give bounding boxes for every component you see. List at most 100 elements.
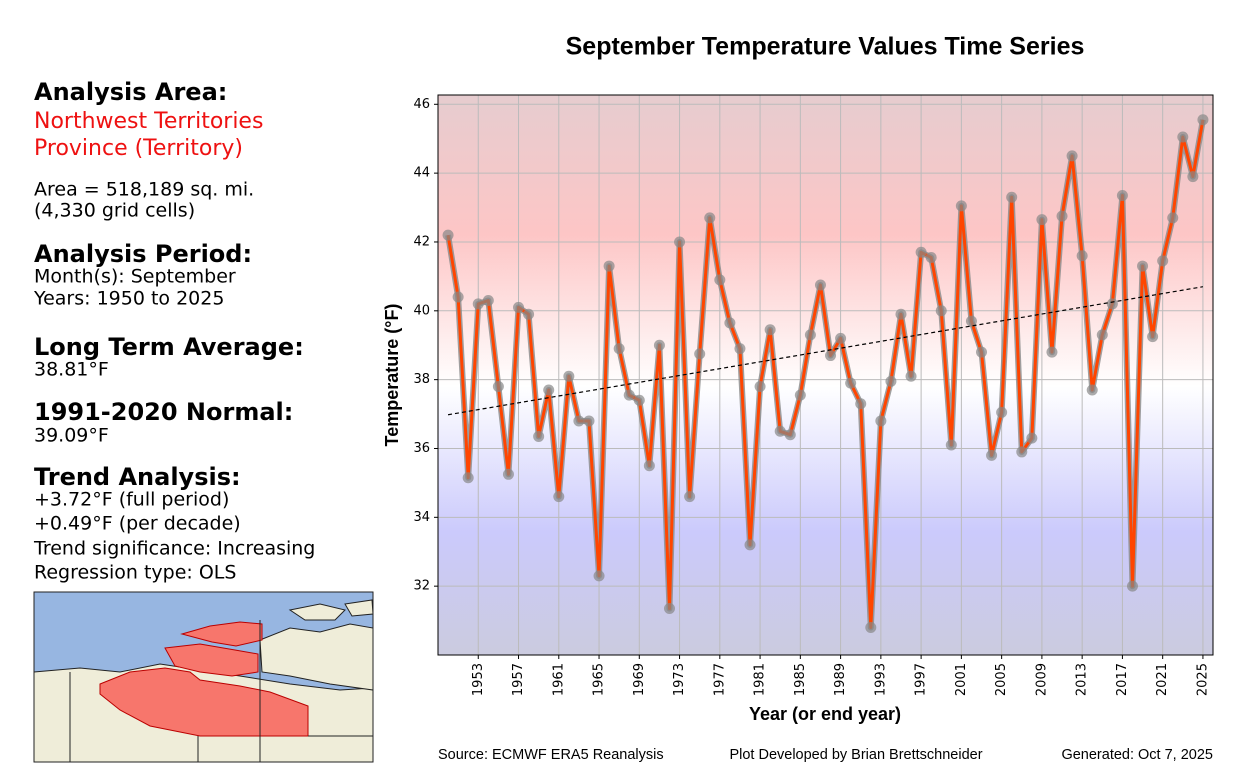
- series-line: [446, 119, 1205, 629]
- data-point: [925, 251, 937, 263]
- data-point: [593, 570, 605, 582]
- plot-frame: [437, 94, 1214, 656]
- area-size: Area = 518,189 sq. mi.: [34, 179, 254, 201]
- data-point: [1046, 346, 1058, 358]
- x-tick-label: 2005: [994, 663, 1009, 696]
- data-point: [1187, 171, 1199, 183]
- data-point: [1086, 384, 1098, 396]
- trend-line: Regression type: OLS: [34, 562, 236, 584]
- data-point: [623, 389, 635, 401]
- data-point: [996, 406, 1008, 418]
- data-point: [452, 291, 464, 303]
- data-point: [1076, 250, 1088, 262]
- x-tick-label: 1957: [511, 663, 526, 696]
- panel-heading: Long Term Average:: [34, 333, 304, 361]
- data-point: [1177, 131, 1189, 143]
- data-point: [865, 621, 877, 633]
- data-point: [684, 491, 696, 503]
- x-tick-label: 2021: [1155, 663, 1170, 696]
- x-tick-label: 2013: [1075, 663, 1090, 696]
- y-tick-label: 44: [413, 166, 430, 181]
- area-name: Province (Territory): [34, 136, 243, 161]
- area-cells: (4,330 grid cells): [34, 200, 195, 222]
- data-point: [1096, 329, 1108, 341]
- map-inset: [33, 591, 374, 763]
- footer-source: Source: ECMWF ERA5 Reanalysis: [438, 747, 664, 763]
- data-point: [835, 332, 847, 344]
- data-point: [543, 384, 555, 396]
- panel-heading: 1991-2020 Normal:: [34, 398, 293, 426]
- footer-developer: Plot Developed by Brian Brettschneider: [729, 747, 982, 763]
- data-point: [804, 329, 816, 341]
- data-point: [1016, 446, 1028, 458]
- x-tick-label: 1973: [672, 663, 687, 696]
- data-point: [1157, 255, 1169, 267]
- data-point: [774, 425, 786, 437]
- period-line: Month(s): September: [34, 266, 236, 288]
- data-point: [1036, 214, 1048, 226]
- trend-line: +0.49°F (per decade): [34, 513, 241, 535]
- data-point: [1137, 260, 1149, 272]
- data-point: [674, 236, 686, 248]
- data-point: [502, 468, 514, 480]
- data-point: [875, 415, 887, 427]
- data-point: [663, 603, 675, 615]
- data-point: [482, 294, 494, 306]
- y-tick-label: 46: [413, 97, 430, 112]
- data-point: [472, 298, 484, 310]
- data-point: [1116, 190, 1128, 202]
- data-point: [643, 460, 655, 472]
- y-tick-label: 36: [413, 441, 430, 456]
- data-point: [734, 343, 746, 355]
- data-point: [704, 212, 716, 224]
- x-tick-label: 1953: [471, 663, 486, 696]
- data-point: [784, 429, 796, 441]
- data-point: [1026, 432, 1038, 444]
- data-point: [653, 339, 665, 351]
- data-point: [563, 370, 575, 382]
- x-tick-label: 1961: [551, 663, 566, 696]
- period-line: Years: 1950 to 2025: [33, 288, 224, 310]
- data-point: [1167, 212, 1179, 224]
- data-point: [1147, 331, 1159, 343]
- data-point: [513, 301, 525, 313]
- data-point: [845, 377, 857, 389]
- data-point: [965, 315, 977, 327]
- data-point: [855, 398, 867, 410]
- data-point: [523, 308, 535, 320]
- data-point: [603, 260, 615, 272]
- data-point: [492, 381, 504, 393]
- data-point: [825, 350, 837, 362]
- x-tick-label: 2001: [954, 663, 969, 696]
- data-point: [442, 229, 454, 241]
- data-point: [714, 274, 726, 286]
- data-point: [935, 305, 947, 317]
- x-tick-label: 1993: [873, 663, 888, 696]
- data-point: [724, 317, 736, 329]
- data-point: [754, 381, 766, 393]
- panel-heading: Trend Analysis:: [34, 463, 241, 491]
- data-point: [583, 415, 595, 427]
- y-tick-label: 32: [413, 579, 430, 594]
- x-tick-label: 1981: [753, 663, 768, 696]
- area-name: Northwest Territories: [34, 109, 263, 134]
- data-point: [885, 375, 897, 387]
- data-point: [986, 449, 998, 461]
- data-point: [895, 308, 907, 320]
- x-tick-label: 1989: [833, 663, 848, 696]
- y-tick-label: 34: [413, 510, 430, 525]
- x-axis-label: Year (or end year): [749, 704, 901, 724]
- panel-heading: Analysis Period:: [34, 240, 252, 268]
- data-point: [764, 324, 776, 336]
- data-point: [915, 246, 927, 258]
- data-point: [1066, 150, 1078, 162]
- data-point: [744, 539, 756, 551]
- data-point: [1197, 114, 1209, 126]
- y-tick-label: 40: [413, 303, 430, 318]
- lta-value: 38.81°F: [34, 359, 109, 381]
- data-point: [613, 343, 625, 355]
- data-point: [955, 200, 967, 212]
- x-tick-label: 1965: [592, 663, 607, 696]
- data-point: [794, 389, 806, 401]
